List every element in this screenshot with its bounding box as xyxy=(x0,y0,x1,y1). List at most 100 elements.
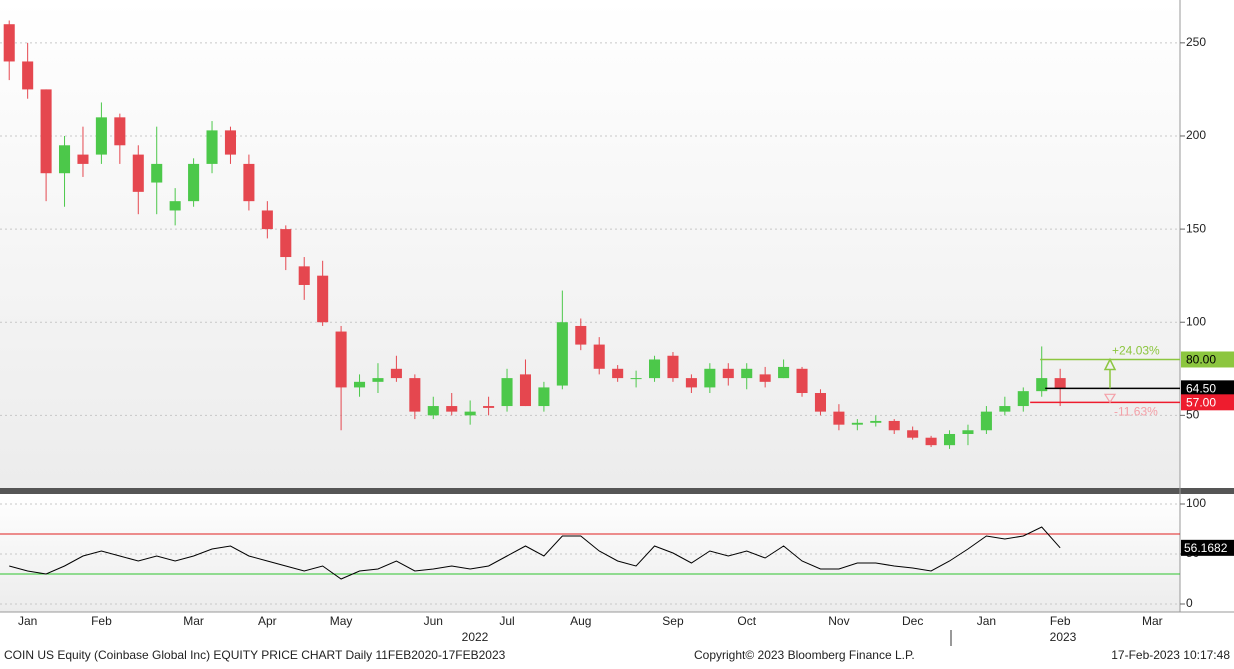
x-tick-label: Apr xyxy=(258,614,277,628)
x-tick-label: Sep xyxy=(662,614,684,628)
arrow-up-head xyxy=(1103,357,1117,371)
x-tick-label: Jan xyxy=(977,614,996,628)
candle-body xyxy=(280,229,292,258)
level-label: 57.00 xyxy=(1186,395,1216,409)
candle-body xyxy=(483,406,495,408)
candle-body xyxy=(95,117,107,155)
x-tick-label: Feb xyxy=(91,614,112,628)
candle-body xyxy=(22,61,34,90)
candle-body xyxy=(851,422,863,425)
candle-body xyxy=(870,420,882,423)
x-tick-label: Jan xyxy=(18,614,37,628)
candle-body xyxy=(224,130,236,155)
rsi-panel xyxy=(0,494,1180,612)
panel-divider xyxy=(0,488,1234,494)
candle-body xyxy=(335,331,347,388)
candle-body xyxy=(261,210,273,230)
y-tick-label: 50 xyxy=(1186,408,1200,422)
x-tick-label: Mar xyxy=(1142,614,1163,628)
x-tick-label: Jul xyxy=(499,614,514,628)
candle-body xyxy=(3,24,15,62)
candle-body xyxy=(538,387,550,407)
candle-body xyxy=(1054,378,1066,389)
candle-body xyxy=(114,117,126,146)
x-tick-label: May xyxy=(330,614,353,628)
candle-body xyxy=(354,381,366,388)
candle-body xyxy=(722,368,734,379)
x-tick-label: Aug xyxy=(570,614,591,628)
candle-body xyxy=(464,411,476,416)
candle-body xyxy=(40,89,52,174)
copyright: Copyright© 2023 Bloomberg Finance L.P. xyxy=(694,648,915,662)
candle-body xyxy=(814,393,826,412)
candle-body xyxy=(132,154,144,192)
y-tick-label: 100 xyxy=(1186,496,1206,510)
candle-body xyxy=(1036,378,1048,392)
footer-title: COIN US Equity (Coinbase Global Inc) EQU… xyxy=(4,648,506,662)
level-tag xyxy=(1181,351,1234,368)
x-tick-label: Mar xyxy=(183,614,204,628)
candle-body xyxy=(667,355,679,379)
x-tick-label: Dec xyxy=(902,614,923,628)
candle-body xyxy=(649,359,661,379)
year-label: 2023 xyxy=(1050,630,1077,644)
candle-body xyxy=(741,368,753,379)
y-tick-label: 150 xyxy=(1186,221,1206,235)
level-label: 80.00 xyxy=(1186,353,1216,367)
gain-annotation: +24.03% xyxy=(1112,344,1160,358)
candle-body xyxy=(612,368,624,379)
x-tick-label: Oct xyxy=(737,614,756,628)
candle-body xyxy=(888,420,900,431)
candle-body xyxy=(427,406,439,416)
candle-body xyxy=(980,411,992,431)
candle-body xyxy=(390,368,402,379)
candle-body xyxy=(298,266,310,285)
candle-body xyxy=(925,437,937,446)
candle-body xyxy=(556,322,568,386)
x-tick-label: Feb xyxy=(1050,614,1071,628)
candle-body xyxy=(243,163,255,202)
candle-body xyxy=(759,374,771,382)
candle-body xyxy=(685,378,697,388)
candle-body xyxy=(944,433,956,446)
y-tick-label: 0 xyxy=(1186,596,1193,610)
rsi-line xyxy=(9,526,1061,580)
level-label: 64.50 xyxy=(1186,382,1216,396)
loss-annotation: -11.63% xyxy=(1114,404,1158,418)
last-value-tag xyxy=(1181,539,1234,556)
candle-body xyxy=(704,368,716,388)
x-tick-label: Jun xyxy=(424,614,443,628)
year-label: 2022 xyxy=(462,630,489,644)
price-panel xyxy=(0,0,1180,488)
candle-body xyxy=(962,430,974,434)
y-tick-label: 100 xyxy=(1186,314,1206,328)
candle-body xyxy=(169,201,181,211)
candle-body xyxy=(188,163,200,202)
last-value-label: 56.1682 xyxy=(1184,541,1228,555)
x-tick-label: Nov xyxy=(828,614,849,628)
candle-body xyxy=(501,378,513,407)
candle-body xyxy=(77,154,89,164)
y-tick-label: 200 xyxy=(1186,128,1206,142)
y-tick-label: 250 xyxy=(1186,35,1206,49)
candle-body xyxy=(593,344,605,369)
candle-body xyxy=(372,378,384,382)
level-tag xyxy=(1181,380,1234,397)
candle-body xyxy=(446,406,458,412)
candle-body xyxy=(1017,391,1029,407)
candle-body xyxy=(317,275,329,323)
level-tag xyxy=(1181,394,1234,411)
candle-body xyxy=(206,130,218,164)
candle-body xyxy=(999,406,1011,412)
candle-body xyxy=(409,378,421,412)
timestamp: 17-Feb-2023 10:17:48 xyxy=(1111,648,1230,662)
candle-body xyxy=(833,411,845,425)
candle-body xyxy=(519,374,531,407)
candle-body xyxy=(796,368,808,394)
candle-body xyxy=(575,325,587,345)
candle-body xyxy=(778,366,790,379)
candle-body xyxy=(151,163,163,183)
arrow-down-head xyxy=(1103,393,1117,404)
candle-body xyxy=(630,378,642,380)
